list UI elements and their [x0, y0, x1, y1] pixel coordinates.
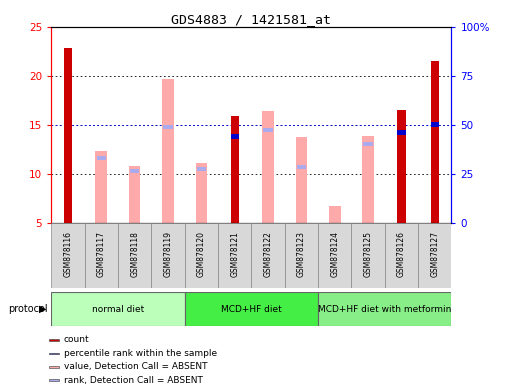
Bar: [262, 111, 274, 223]
Text: GSM878124: GSM878124: [330, 231, 339, 277]
Bar: [64, 48, 72, 223]
Bar: [263, 128, 273, 132]
Bar: [363, 142, 373, 146]
Bar: [251, 223, 285, 288]
Bar: [430, 61, 439, 223]
Bar: [130, 169, 140, 173]
Bar: [51, 292, 185, 326]
Text: GSM878121: GSM878121: [230, 231, 239, 277]
Text: percentile rank within the sample: percentile rank within the sample: [64, 349, 217, 358]
Text: GSM878122: GSM878122: [264, 231, 272, 277]
Text: normal diet: normal diet: [92, 305, 144, 314]
Bar: [49, 353, 59, 354]
Bar: [397, 130, 406, 135]
Bar: [318, 292, 451, 326]
Bar: [362, 136, 374, 223]
Title: GDS4883 / 1421581_at: GDS4883 / 1421581_at: [171, 13, 331, 26]
Bar: [185, 223, 218, 288]
Bar: [218, 223, 251, 288]
Bar: [385, 223, 418, 288]
Bar: [49, 339, 59, 341]
Text: GSM878120: GSM878120: [197, 231, 206, 277]
Text: value, Detection Call = ABSENT: value, Detection Call = ABSENT: [64, 362, 207, 371]
Bar: [118, 223, 151, 288]
Bar: [96, 156, 106, 160]
Bar: [151, 223, 185, 288]
Bar: [397, 110, 406, 223]
Bar: [196, 167, 206, 171]
Bar: [163, 125, 173, 129]
Bar: [230, 134, 239, 139]
Bar: [195, 163, 207, 223]
Bar: [129, 166, 141, 223]
Bar: [162, 79, 174, 223]
Bar: [49, 366, 59, 367]
Text: protocol: protocol: [8, 304, 47, 314]
Text: ▶: ▶: [38, 304, 46, 314]
Bar: [318, 223, 351, 288]
Text: GSM878119: GSM878119: [164, 231, 172, 277]
Text: GSM878117: GSM878117: [97, 231, 106, 277]
Text: MCD+HF diet with metformin: MCD+HF diet with metformin: [318, 305, 451, 314]
Bar: [329, 206, 341, 223]
Bar: [295, 137, 307, 223]
Bar: [51, 223, 85, 288]
Text: GSM878126: GSM878126: [397, 231, 406, 277]
Bar: [49, 379, 59, 381]
Text: rank, Detection Call = ABSENT: rank, Detection Call = ABSENT: [64, 376, 203, 384]
Text: GSM878118: GSM878118: [130, 231, 139, 277]
Text: count: count: [64, 335, 90, 344]
Bar: [185, 292, 318, 326]
Bar: [285, 223, 318, 288]
Text: GSM878125: GSM878125: [364, 231, 372, 277]
Bar: [430, 122, 439, 127]
Bar: [351, 223, 385, 288]
Text: GSM878123: GSM878123: [297, 231, 306, 277]
Bar: [418, 223, 451, 288]
Bar: [230, 116, 239, 223]
Text: GSM878116: GSM878116: [64, 231, 72, 277]
Bar: [95, 151, 107, 223]
Bar: [85, 223, 118, 288]
Text: MCD+HF diet: MCD+HF diet: [221, 305, 282, 314]
Text: GSM878127: GSM878127: [430, 231, 439, 277]
Bar: [297, 165, 306, 169]
